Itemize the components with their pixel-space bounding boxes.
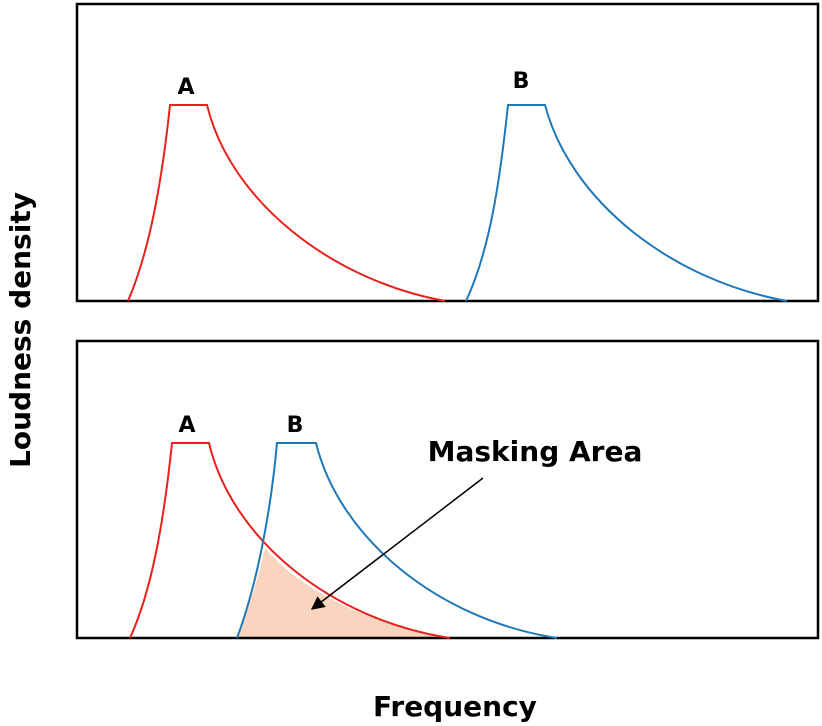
arrow — [310, 477, 484, 610]
x-axis-label: Frequency — [373, 690, 537, 723]
curve-b — [236, 442, 558, 639]
curve-label: B — [287, 413, 304, 438]
curve-b — [465, 104, 788, 302]
curve-a — [129, 442, 451, 639]
masking-area — [237, 548, 450, 638]
curve-label: A — [177, 75, 194, 100]
y-axis-label: Loudness density — [4, 192, 37, 468]
curve-a — [127, 104, 446, 302]
curve-label: A — [178, 413, 195, 438]
annotation: Masking Area — [428, 435, 643, 468]
curve-label: B — [513, 69, 530, 94]
top-panel — [75, 2, 820, 303]
bottom-panel — [75, 339, 820, 640]
